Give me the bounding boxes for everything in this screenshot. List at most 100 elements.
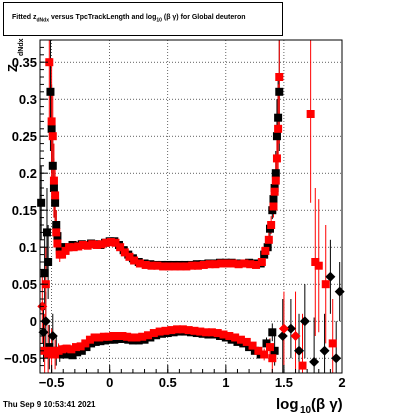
data-point — [85, 335, 94, 344]
data-point — [118, 332, 127, 340]
data-point — [51, 198, 60, 207]
data-point — [48, 132, 57, 141]
data-point — [155, 327, 164, 336]
data-point — [268, 328, 277, 337]
data-point — [306, 110, 315, 118]
data-point — [78, 240, 87, 249]
timestamp: Thu Sep 9 10:53:41 2021 — [3, 400, 96, 409]
data-point — [127, 333, 136, 342]
data-point — [299, 316, 310, 327]
data-point — [271, 169, 280, 178]
data-point — [97, 240, 106, 249]
plot-frame — [39, 39, 343, 374]
data-point — [261, 246, 270, 255]
data-point — [290, 331, 301, 341]
data-point — [267, 221, 276, 229]
data-point — [52, 228, 61, 237]
data-point — [309, 356, 320, 367]
error-bars — [40, 40, 341, 373]
data-point — [274, 113, 283, 122]
data-point — [254, 346, 263, 355]
data-point — [219, 330, 228, 339]
data-point — [188, 261, 197, 270]
data-point — [334, 286, 345, 297]
data-point — [153, 261, 162, 270]
data-point — [135, 259, 144, 268]
x-axis-label-post: (β γ) — [311, 396, 343, 413]
x-axis-label: log 10 (β γ) — [276, 396, 343, 414]
data-point — [62, 344, 71, 353]
data-point — [182, 262, 191, 271]
data-point — [260, 350, 269, 359]
data-point — [270, 346, 279, 355]
data-point — [116, 243, 125, 252]
data-point — [328, 339, 337, 348]
data-point — [240, 259, 249, 268]
data-point — [52, 221, 61, 229]
data-point — [149, 329, 158, 338]
y-tick-label: 0.15 — [12, 203, 37, 218]
data-point — [178, 325, 187, 334]
data-point — [231, 333, 240, 342]
data-point — [68, 351, 77, 360]
data-point — [40, 269, 49, 278]
data-point — [234, 260, 243, 269]
y-tick-label: −0.05 — [4, 351, 37, 366]
data-point — [217, 259, 226, 268]
data-point — [269, 195, 278, 204]
data-point — [147, 261, 156, 270]
data-point — [314, 261, 323, 270]
data-point — [193, 261, 202, 270]
data-point — [270, 187, 279, 196]
data-point — [138, 332, 147, 341]
data-point — [59, 350, 68, 359]
chart-title-box: Fitted zdNdx versus TpcTrackLength and l… — [3, 2, 283, 36]
data-point — [44, 258, 53, 266]
data-point — [319, 345, 330, 356]
y-tick-label: 0.2 — [19, 166, 37, 181]
data-point — [104, 332, 113, 341]
data-point — [91, 337, 100, 346]
data-point — [113, 332, 122, 340]
data-point — [228, 259, 237, 268]
data-point — [277, 331, 288, 341]
data-point — [205, 260, 214, 269]
data-point — [294, 345, 305, 356]
data-point — [275, 87, 284, 96]
data-point — [47, 117, 56, 126]
axis-ticks: −0.5 0 0.5 1 1.5 2 −0.05 0 0.05 0.1 0.15 0.2 0.25 0.3… — [4, 39, 346, 390]
data-point — [268, 354, 277, 363]
data-point — [81, 339, 90, 348]
data-point — [269, 202, 278, 211]
data-point — [225, 332, 234, 340]
data-point — [47, 331, 58, 341]
data-point — [49, 184, 58, 192]
data-point — [42, 228, 51, 237]
data-point — [211, 260, 220, 269]
data-point — [120, 248, 129, 257]
data-point — [202, 328, 211, 337]
data-point — [321, 280, 330, 289]
data-point — [99, 332, 108, 341]
data-point — [47, 124, 56, 133]
data-point — [173, 325, 182, 334]
data-point — [167, 326, 176, 335]
data-point — [248, 341, 257, 350]
y-tick-label: 0.05 — [12, 277, 37, 292]
data-point — [223, 259, 232, 268]
data-point — [111, 238, 120, 247]
data-point — [58, 345, 67, 354]
data-point — [144, 331, 153, 340]
data-point — [63, 350, 72, 359]
data-point — [76, 342, 85, 351]
data-point — [45, 58, 54, 67]
data-point — [170, 262, 179, 271]
data-point — [271, 176, 280, 185]
data-point — [65, 243, 74, 252]
data-point — [265, 343, 274, 352]
data-point — [88, 240, 97, 249]
data-point — [196, 327, 205, 336]
y-tick-label: 0.35 — [12, 55, 37, 70]
data-point — [236, 335, 245, 344]
